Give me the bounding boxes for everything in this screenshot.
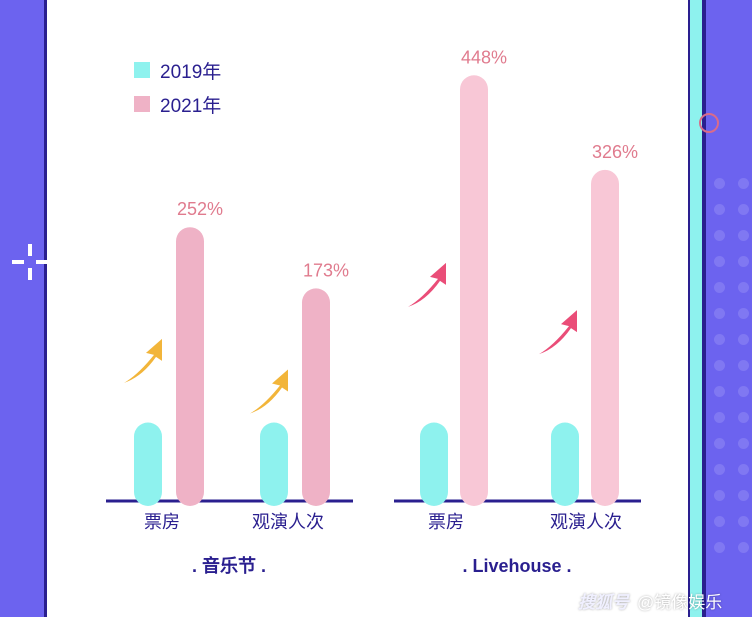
group-label-livehouse: . Livehouse . [462, 556, 571, 576]
chart-panel [44, 0, 690, 617]
growth-data-label: 252% [177, 199, 223, 219]
decor-dot [714, 438, 725, 449]
decor-dot [714, 308, 725, 319]
decor-dot [738, 282, 749, 293]
decor-dot [714, 360, 725, 371]
decor-dot [738, 230, 749, 241]
decor-dot [714, 256, 725, 267]
legend-swatch-2021 [134, 96, 150, 112]
decor-dot [738, 178, 749, 189]
legend-label-2019: 2019年 [160, 61, 221, 83]
decor-dot [738, 464, 749, 475]
category-tick-label: 观演人次 [252, 512, 324, 532]
category-tick-label: 观演人次 [550, 512, 622, 532]
decor-dot [738, 308, 749, 319]
decor-dot [738, 516, 749, 527]
legend: 2019年 2021年 [134, 61, 221, 117]
decor-dot [738, 542, 749, 553]
growth-arrow-icon [539, 310, 577, 355]
bar-2019 [420, 422, 448, 506]
decor-dot [714, 230, 725, 241]
decor-dot [714, 282, 725, 293]
bar-2021 [591, 169, 619, 506]
bar-2021 [302, 288, 330, 506]
decor-dot [738, 256, 749, 267]
category-tick-label: 票房 [144, 512, 180, 532]
bar-2019 [134, 422, 162, 506]
category-tick-label: 票房 [428, 512, 464, 532]
watermark-logo: 搜狐号 [578, 593, 629, 612]
bar-2021 [460, 75, 488, 507]
group-label-music-festival: . 音乐节 . [192, 555, 266, 576]
right-decor-band [706, 0, 752, 617]
border-stripe-cyan [690, 0, 702, 617]
decor-dot [738, 412, 749, 423]
decor-dot [714, 412, 725, 423]
decor-dot [738, 204, 749, 215]
decor-dot [714, 386, 725, 397]
bar-2019 [551, 422, 579, 506]
decor-dot [738, 334, 749, 345]
growth-arrow-icon [250, 369, 288, 414]
decor-dot [714, 516, 725, 527]
growth-arrow-icon [408, 262, 446, 307]
decor-dot [714, 204, 725, 215]
decor-dot [714, 490, 725, 501]
decor-dot [738, 386, 749, 397]
growth-data-label: 173% [303, 260, 349, 280]
decor-dot [714, 464, 725, 475]
border-stripe-dark [688, 0, 691, 617]
growth-data-label: 326% [592, 142, 638, 162]
border-stripe-dark-outer [702, 0, 706, 617]
decor-dot [714, 334, 725, 345]
watermark: 搜狐号 @镜像娱乐 [578, 588, 722, 613]
decor-dot [738, 490, 749, 501]
decor-dot [714, 178, 725, 189]
bar-2021 [176, 227, 204, 506]
legend-label-2021: 2021年 [160, 95, 221, 117]
ring-decor-icon [699, 113, 719, 133]
bar-2019 [260, 422, 288, 506]
decor-dot [714, 542, 725, 553]
growth-arrow-icon [124, 338, 162, 383]
plus-decor-center [24, 256, 36, 268]
watermark-text: @镜像娱乐 [637, 593, 723, 612]
decor-dot [738, 438, 749, 449]
growth-data-label: 448% [461, 47, 507, 67]
legend-swatch-2019 [134, 62, 150, 78]
decor-dot [738, 360, 749, 371]
